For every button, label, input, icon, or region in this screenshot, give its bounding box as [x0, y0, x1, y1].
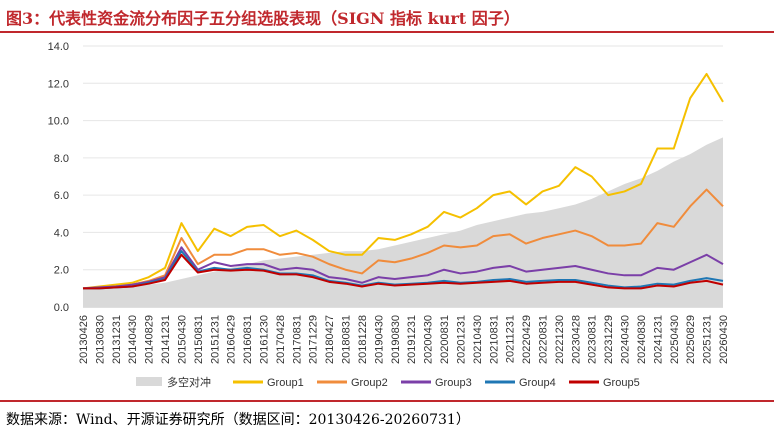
x-tick-label: 20200430	[423, 315, 435, 364]
x-tick-label: 20160831	[242, 315, 254, 364]
x-axis-ticks: 20130426 20130830 20131231 20140430 20140829…	[78, 315, 730, 364]
x-tick-label: 20141231	[160, 315, 172, 364]
x-tick-label: 20140829	[144, 315, 156, 364]
x-tick-label: 20180427	[324, 315, 336, 364]
x-tick-label: 20191231	[406, 315, 418, 364]
series-lines	[82, 72, 724, 290]
x-tick-label: 20231229	[603, 315, 615, 364]
x-tick-label: 20130426	[78, 315, 90, 364]
x-tick-label: 20130830	[94, 315, 106, 364]
y-tick-label: 6.0	[54, 190, 69, 202]
legend: 多空对冲 Group1 Group2 Group3 Group4 Group5	[136, 375, 640, 389]
y-tick-label: 14.0	[48, 41, 69, 53]
legend-swatch	[136, 377, 162, 386]
x-tick-label: 20260430	[718, 315, 730, 364]
x-tick-label: 20241231	[652, 315, 664, 364]
legend-label: 多空对冲	[167, 375, 211, 389]
x-tick-label: 20220429	[521, 315, 533, 364]
legend-label: Group5	[603, 377, 640, 389]
series-line-group1	[82, 72, 724, 290]
x-tick-label: 20160429	[226, 315, 238, 364]
legend-label: Group4	[519, 377, 556, 389]
x-tick-label: 20181228	[357, 315, 369, 364]
line-chart: 0.02.04.06.08.010.012.014.0 20130426 2013…	[48, 41, 730, 389]
y-tick-label: 4.0	[54, 227, 69, 239]
x-tick-label: 20210831	[488, 315, 500, 364]
x-tick-label: 20211231	[505, 315, 517, 363]
x-tick-label: 20140430	[127, 315, 139, 364]
y-tick-label: 10.0	[48, 116, 69, 128]
x-tick-label: 20151231	[209, 315, 221, 364]
series-line-group3	[82, 246, 724, 290]
x-tick-label: 20170428	[275, 315, 287, 364]
y-tick-label: 2.0	[54, 265, 69, 277]
y-tick-label: 12.0	[48, 78, 69, 90]
x-tick-label: 20240830	[636, 315, 648, 364]
data-source-note: 数据来源：Wind、开源证券研究所（数据区间：20130426-20260731…	[6, 412, 470, 428]
series-area-longshort	[83, 137, 723, 307]
x-tick-label: 20150831	[193, 315, 205, 364]
x-tick-label: 20250829	[685, 315, 697, 364]
series-line-group5	[83, 253, 724, 290]
x-tick-label: 20201231	[455, 315, 467, 364]
y-axis-ticks: 0.0 2.0 4.0 6.0 8.0 10.0 12.0 14.0	[48, 41, 69, 314]
x-tick-label: 20131231	[111, 315, 123, 364]
x-tick-label: 20180831	[341, 315, 353, 364]
x-tick-label: 20221230	[554, 315, 566, 364]
y-tick-label: 0.0	[54, 302, 69, 314]
legend-label: Group1	[267, 377, 304, 389]
x-tick-label: 20190430	[373, 315, 385, 364]
title-divider	[0, 31, 774, 33]
legend-label: Group3	[435, 377, 472, 389]
x-tick-label: 20230428	[570, 315, 582, 364]
x-tick-label: 20200831	[439, 315, 451, 364]
legend-label: Group2	[351, 377, 388, 389]
x-tick-label: 20190830	[390, 315, 402, 364]
x-tick-label: 20150430	[176, 315, 188, 364]
x-tick-label: 20170831	[291, 315, 303, 364]
x-tick-label: 20171229	[308, 315, 320, 364]
x-tick-label: 20161230	[259, 315, 271, 364]
figure-title: 图3：代表性资金流分布因子五分组选股表现（SIGN 指标 kurt 因子）	[6, 9, 520, 28]
series-line-group2	[82, 188, 724, 290]
source-divider	[0, 400, 774, 402]
x-tick-label: 20220831	[537, 315, 549, 364]
x-tick-label: 20240430	[620, 315, 632, 364]
x-tick-label: 20230831	[587, 315, 599, 364]
gridlines	[83, 45, 723, 308]
series-area	[83, 137, 723, 307]
x-tick-label: 20251231	[702, 315, 714, 364]
y-tick-label: 8.0	[54, 153, 69, 165]
x-tick-label: 20250430	[669, 315, 681, 364]
x-tick-label: 20210430	[472, 315, 484, 364]
